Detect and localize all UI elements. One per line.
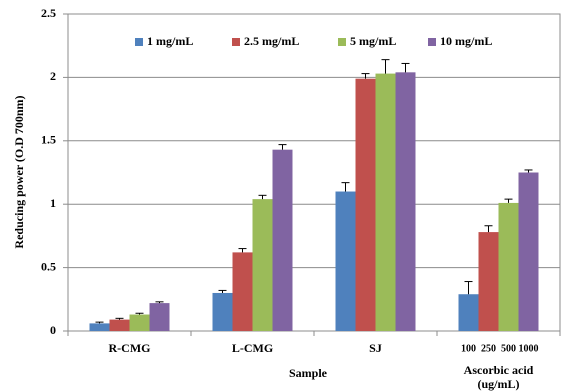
x-tick-label-line: SJ [369, 341, 382, 355]
bar [375, 73, 396, 331]
bar [232, 252, 253, 331]
group-sublabel: 1000 [519, 343, 539, 354]
bar [109, 319, 130, 331]
error-bar [381, 59, 390, 74]
bar [252, 199, 273, 331]
legend-swatch [428, 38, 436, 46]
y-tick-label: 1 [50, 196, 56, 210]
y-tick-label: 0.5 [41, 259, 56, 273]
x-tick-label: SJ [369, 341, 382, 355]
bar [355, 78, 376, 331]
error-bar [401, 62, 410, 73]
x-tick-label-line: (ug/mL) [478, 377, 520, 391]
error-bar [218, 289, 227, 293]
bar [395, 72, 416, 331]
legend-swatch [135, 38, 143, 46]
legend-label: 2.5 mg/mL [244, 34, 299, 48]
error-bar [464, 281, 473, 295]
error-bar [484, 225, 493, 233]
x-tick-label: Ascorbic acid (ug/mL) [464, 363, 534, 391]
y-axis-label: Reducing power (O.D 700nm) [12, 95, 26, 248]
bar [272, 149, 293, 331]
error-bar [341, 182, 350, 192]
bar [518, 172, 539, 331]
bar [335, 191, 356, 331]
error-bar [238, 248, 247, 253]
x-axis-label: Sample [289, 366, 328, 380]
error-bar [504, 198, 513, 203]
error-bar [258, 194, 267, 200]
error-bar [524, 169, 533, 173]
y-tick-label: 0 [50, 323, 56, 337]
bar [129, 314, 150, 331]
x-tick-label-line: Ascorbic acid [464, 363, 534, 377]
bar [212, 292, 233, 331]
bar [478, 232, 499, 331]
error-bar [361, 73, 370, 79]
legend-swatch [338, 38, 346, 46]
x-tick-label-line: L-CMG [232, 341, 273, 355]
legend-swatch [232, 38, 240, 46]
y-tick-label: 1.5 [41, 133, 56, 147]
legend-label: 10 mg/mL [440, 34, 492, 48]
legend-label: 1 mg/mL [147, 34, 193, 48]
error-bar [95, 321, 104, 324]
group-sublabel: 500 [501, 343, 516, 354]
legend-label: 5 mg/mL [350, 34, 396, 48]
bar [89, 323, 110, 331]
error-bar [155, 301, 164, 304]
error-bar [278, 144, 287, 150]
y-tick-label: 2 [50, 69, 56, 83]
bar [458, 294, 479, 331]
group-sublabel: 100 [461, 343, 476, 354]
x-tick-label-line: R-CMG [109, 341, 151, 355]
y-tick-label: 2.5 [41, 6, 56, 20]
x-tick-label: L-CMG [232, 341, 273, 355]
bar [149, 303, 170, 331]
x-tick-label: R-CMG [109, 341, 151, 355]
group-sublabel: 250 [481, 343, 496, 354]
bar [498, 202, 519, 331]
error-bar [135, 312, 144, 315]
error-bar [115, 317, 124, 320]
